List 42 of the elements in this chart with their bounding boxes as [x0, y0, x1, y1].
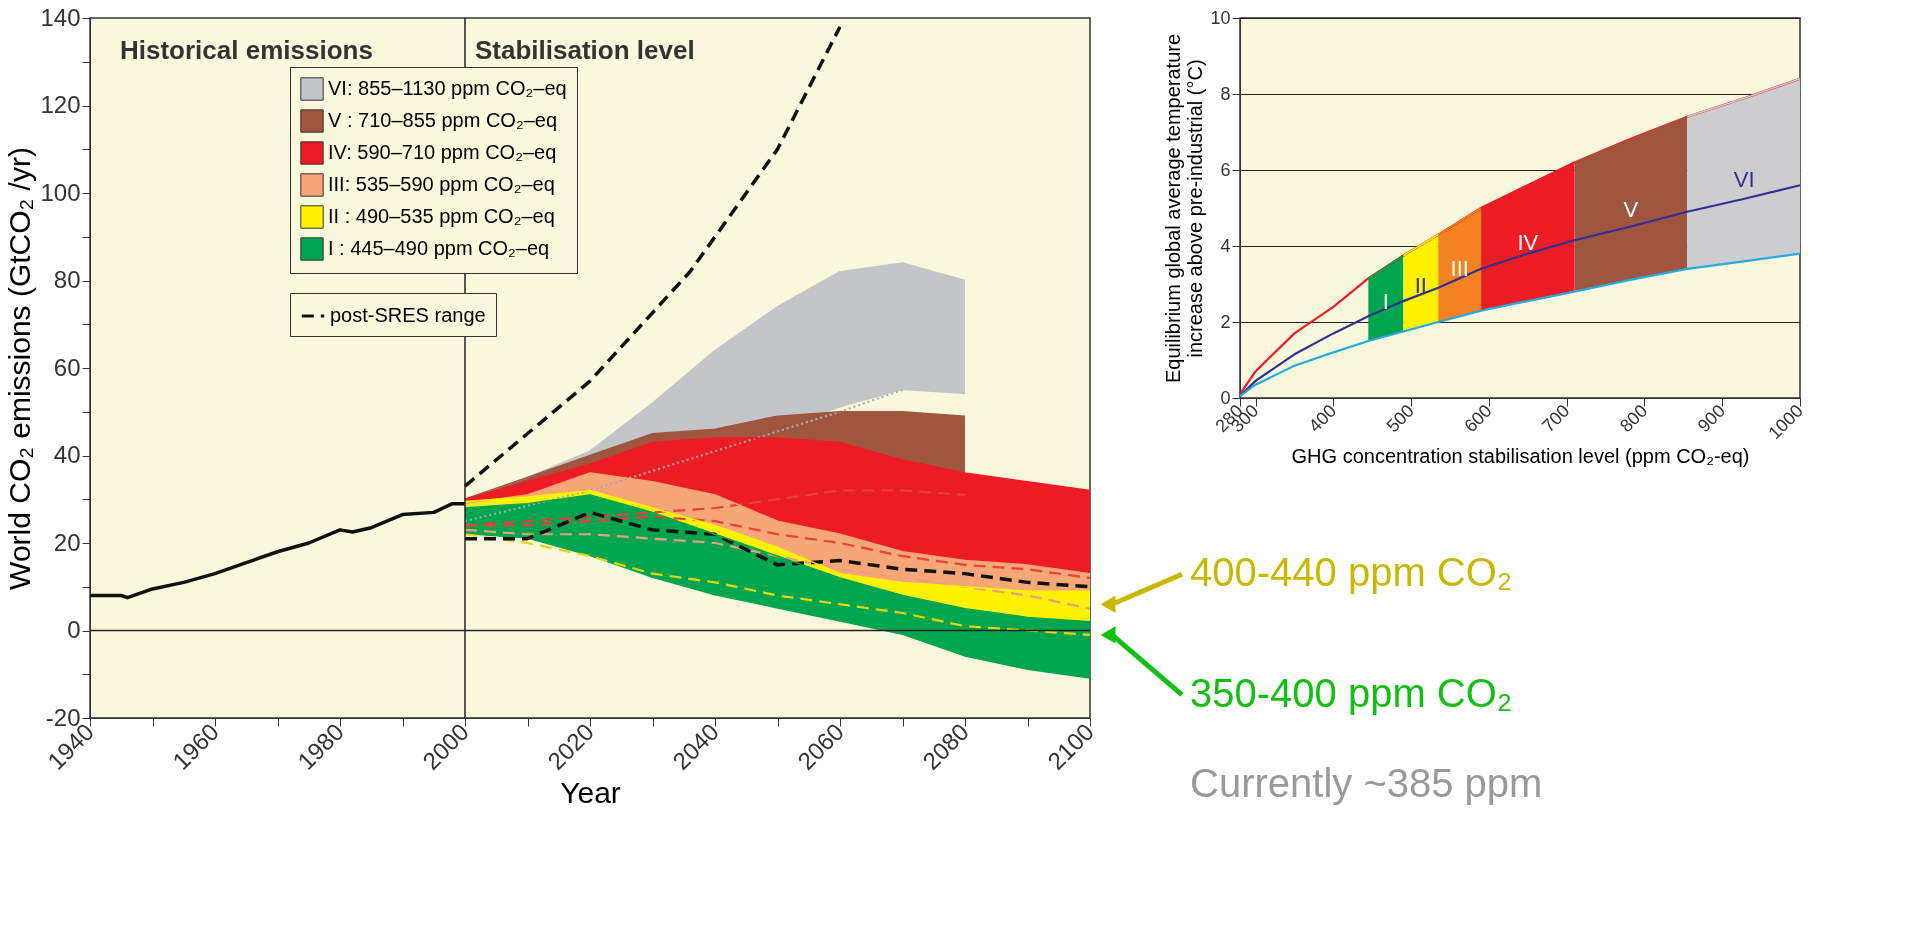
- y-tick-label: 4: [1220, 235, 1231, 256]
- x-tick-label: 400: [1304, 400, 1341, 437]
- x-tick-label: 800: [1615, 400, 1652, 437]
- y-tick-label: 80: [53, 266, 81, 293]
- text: VI: [1733, 166, 1755, 192]
- y-axis-title: Equilibrium global average temperature increase above pre-industrial (°C): [1162, 33, 1207, 384]
- y-tick-label: 140: [40, 3, 81, 31]
- x-tick-label: 500: [1382, 400, 1418, 437]
- text: Currently ~385 ppm: [1190, 760, 1543, 805]
- y-tick-label: 120: [40, 91, 81, 118]
- legend-label: post-SRES range: [330, 304, 486, 326]
- annotation: 350-400 ppm CO₂: [1190, 670, 1513, 715]
- x-axis-title: GHG concentration stabilisation level (ppm CO₂-eq): [1291, 445, 1750, 468]
- x-tick-label: 600: [1460, 400, 1496, 437]
- y-tick-label: 8: [1220, 83, 1231, 104]
- annotation: Historical emissions: [120, 35, 373, 65]
- series-label: III: [1450, 255, 1469, 281]
- legend-label: V : 710–855 ppm CO₂–eq: [328, 109, 558, 131]
- legend-label: II : 490–535 ppm CO₂–eq: [328, 205, 555, 227]
- series-label: IV: [1517, 230, 1539, 256]
- y-tick-label: 10: [1210, 7, 1231, 28]
- y-axis-title: World CO₂ emissions (GtCO₂ /yr): [3, 147, 37, 590]
- y-tick-label: 2: [1220, 311, 1231, 332]
- y-tick-label: 100: [40, 178, 81, 206]
- y-tick-label: 40: [53, 441, 81, 468]
- y-tick-label: 20: [53, 528, 81, 556]
- y-tick-label: 60: [53, 353, 81, 381]
- legend-label: III: 535–590 ppm CO₂–eq: [328, 173, 555, 195]
- legend-label: IV: 590–710 ppm CO₂–eq: [328, 141, 557, 163]
- annotation: 400-440 ppm CO₂: [1190, 550, 1513, 595]
- x-tick-label: 700: [1538, 400, 1574, 437]
- legend-label: VI: 855–1130 ppm CO₂–eq: [328, 77, 567, 99]
- x-axis-title: Year: [560, 775, 621, 809]
- series-label: I: [1382, 288, 1389, 314]
- annotation: Stabilisation level: [475, 35, 695, 65]
- y-tick-label: 6: [1220, 159, 1231, 180]
- x-tick-label: 900: [1693, 400, 1730, 437]
- series-label: II: [1414, 272, 1427, 298]
- y-tick-label: 0: [1220, 387, 1231, 408]
- y-tick-label: 0: [67, 616, 81, 643]
- text: V: [1623, 196, 1639, 222]
- legend-label: I : 445–490 ppm CO₂–eq: [328, 237, 550, 259]
